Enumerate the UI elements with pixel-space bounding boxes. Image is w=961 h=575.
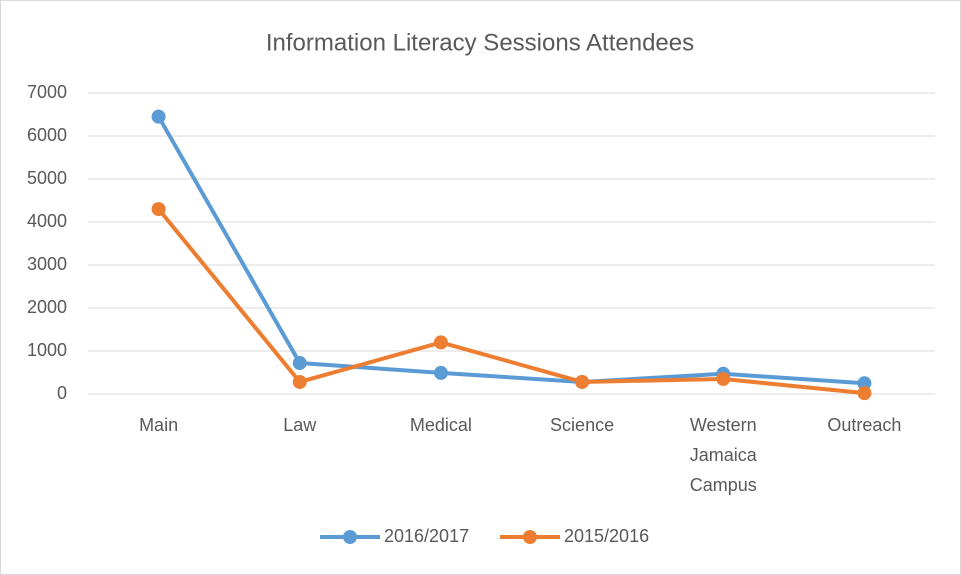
y-tick-label: 5000	[27, 168, 67, 188]
point	[292, 356, 307, 371]
series-line	[157, 207, 865, 396]
x-tick-label: Medical	[410, 415, 472, 435]
y-tick-label: 0	[57, 383, 67, 403]
y-tick-label: 1000	[27, 340, 67, 360]
point	[433, 365, 448, 380]
y-tick-label: 7000	[27, 82, 67, 102]
x-tick-label: Western Jamaica Campus	[690, 415, 758, 495]
series-line	[156, 115, 865, 386]
y-tick-label: 3000	[27, 254, 67, 274]
y-tick-label: 6000	[27, 125, 67, 145]
legend-marker	[523, 530, 537, 544]
point	[857, 386, 872, 401]
legend-label: 2015/2016	[564, 526, 649, 546]
y-tick-label: 4000	[27, 211, 67, 231]
point	[857, 376, 872, 391]
point	[575, 374, 590, 389]
x-tick-label: Science	[550, 415, 614, 435]
x-tick-label: Law	[283, 415, 317, 435]
legend-label: 2016/2017	[384, 526, 469, 546]
point	[716, 371, 731, 386]
y-tick-label: 2000	[27, 297, 67, 317]
x-tick-label: Main	[139, 415, 178, 435]
point	[433, 335, 448, 350]
chart-title: Information Literacy Sessions Attendees	[266, 29, 694, 56]
legend-marker	[343, 530, 357, 544]
point	[151, 109, 166, 124]
x-tick-label: Outreach	[827, 415, 901, 435]
point	[151, 202, 166, 217]
point	[292, 374, 307, 389]
